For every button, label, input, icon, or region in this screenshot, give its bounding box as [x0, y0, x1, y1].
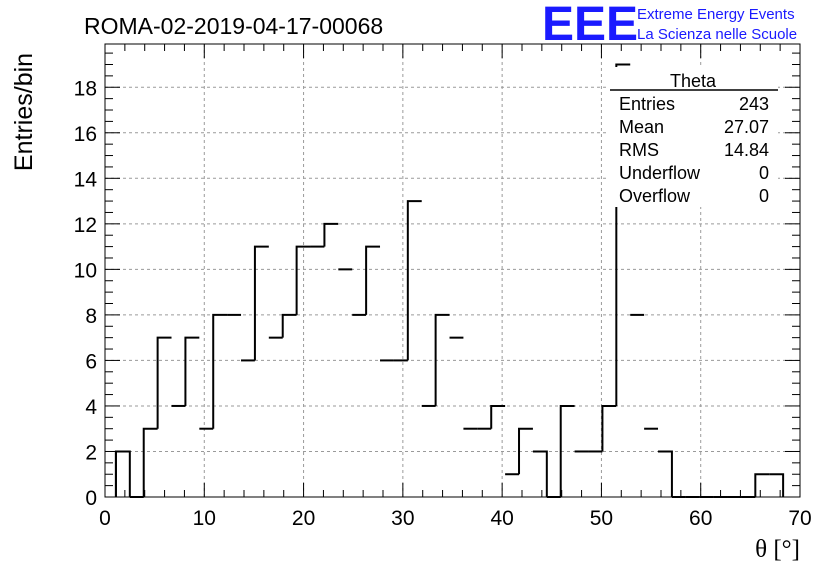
histogram-bin [114, 450, 131, 497]
histogram-bin [658, 450, 673, 497]
x-tick-label: 70 [788, 507, 811, 530]
y-tick-label: 2 [85, 441, 97, 464]
y-tick-labels: 0 2 4 6 8 10 12 14 16 18 [74, 77, 98, 510]
histogram-bin [615, 63, 631, 406]
histogram-bin [559, 404, 575, 497]
stats-rows: Entries 243 Mean 27.07 RMS 14.84 Underflow 0 Ove… [619, 94, 769, 206]
histogram-bin [281, 313, 297, 338]
histogram-bin [142, 427, 158, 497]
y-tick-label: 10 [74, 259, 97, 282]
y-tick-label: 12 [74, 214, 97, 237]
histogram-bin [601, 404, 617, 452]
eee-logo: EEE Extreme Energy Events La Scienza nel… [542, 0, 797, 51]
y-tick-label: 14 [74, 168, 98, 191]
stats-row-value: 0 [759, 186, 769, 206]
eee-logo-mark: EEE [542, 0, 638, 51]
x-tick-label: 50 [590, 507, 613, 530]
x-tick-label: 60 [689, 507, 712, 530]
x-tick-label: 10 [193, 507, 216, 530]
stats-row-label: RMS [619, 140, 659, 160]
histogram-bin [212, 313, 228, 429]
histogram-bins [114, 63, 785, 498]
histogram-bin [754, 473, 770, 497]
stats-box: Theta Entries 243 Mean 27.07 RMS 14.84 Underfl… [608, 67, 778, 207]
y-tick-label: 18 [74, 77, 97, 100]
y-tick-label: 0 [85, 487, 97, 510]
histogram-bin [769, 473, 785, 497]
histogram-bin [406, 200, 422, 361]
stats-row-label: Mean [619, 117, 664, 137]
y-tick-label: 6 [85, 350, 97, 373]
histogram-bin [323, 222, 339, 247]
y-axis-label: Entries/bin [10, 53, 38, 171]
stats-row-value: 0 [759, 163, 769, 183]
histogram-bin [365, 245, 381, 315]
eee-logo-line1: Extreme Energy Events [637, 6, 795, 23]
histogram-bin [156, 336, 172, 429]
stats-title: Theta [670, 71, 717, 91]
axis-ticks [104, 44, 801, 498]
x-tick-label: 40 [490, 507, 513, 530]
histogram-bin [532, 450, 548, 497]
stats-row-value: 14.84 [724, 140, 769, 160]
stats-row-label: Entries [619, 94, 675, 114]
chart-title: ROMA-02-2019-04-17-00068 [84, 13, 383, 39]
eee-logo-line2: La Scienza nelle Scuole [637, 26, 797, 43]
stats-row-value: 27.07 [724, 117, 769, 137]
stats-row-label: Overflow [619, 186, 691, 206]
x-axis-label: θ [°] [755, 536, 800, 563]
histogram-bin [184, 336, 200, 406]
y-tick-label: 8 [85, 305, 97, 328]
histogram-bin [253, 245, 269, 361]
x-tick-label: 0 [99, 507, 111, 530]
histogram-bin [434, 313, 450, 406]
histogram-bin [295, 245, 311, 315]
y-tick-label: 16 [74, 123, 97, 146]
stats-row-value: 243 [739, 94, 769, 114]
stats-row-label: Underflow [619, 163, 701, 183]
x-tick-label: 30 [391, 507, 414, 530]
plot-frame [104, 43, 801, 498]
histogram-bin [518, 427, 533, 475]
x-tick-label: 20 [292, 507, 315, 530]
y-tick-label: 4 [85, 396, 97, 419]
x-tick-labels: 0 10 20 30 40 50 60 70 [99, 507, 812, 530]
histogram-bin [490, 404, 506, 429]
